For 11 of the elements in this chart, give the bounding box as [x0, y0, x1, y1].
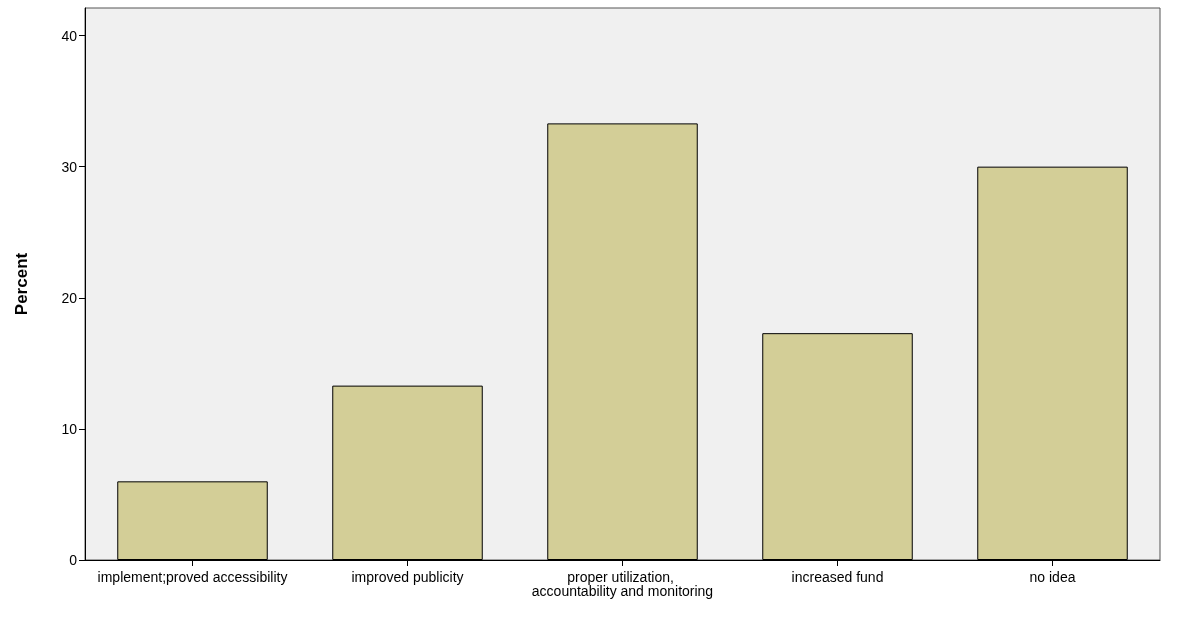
y-tick-label: 40 [61, 27, 78, 44]
y-axis-title: Percent [12, 252, 31, 316]
x-tick-label: improved publicity [351, 569, 464, 585]
x-tick-label: increased fund [791, 569, 884, 585]
y-tick-label: 20 [61, 289, 78, 306]
y-tick-label: 10 [61, 420, 78, 437]
x-tick-label: proper utilization, accountability and monitoring [531, 569, 714, 599]
x-tick-label: implement;proved accessibility [97, 569, 288, 585]
y-tick-label: 30 [61, 158, 78, 175]
x-tick-label: no idea [1029, 569, 1076, 585]
y-tick-label: 0 [69, 552, 78, 568]
